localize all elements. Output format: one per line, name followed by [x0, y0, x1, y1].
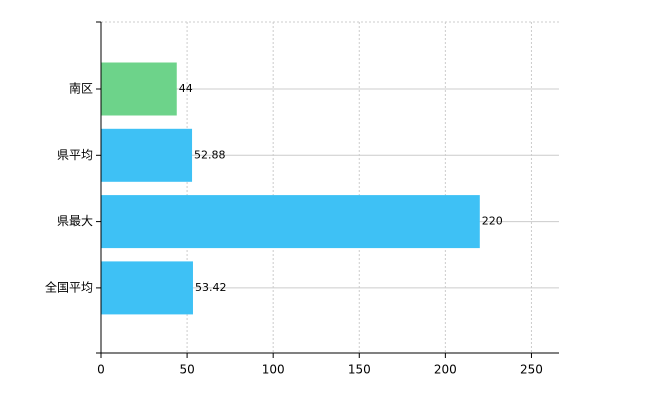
x-tick-label: 0	[97, 363, 105, 377]
bar	[101, 62, 177, 116]
x-tick-label: 200	[434, 363, 457, 377]
y-tick-label: 全国平均	[45, 279, 93, 294]
value-label: 52.88	[194, 148, 226, 161]
bar	[101, 261, 193, 315]
bar	[101, 128, 193, 182]
x-tick-label: 150	[348, 363, 371, 377]
value-label: 44	[179, 82, 193, 95]
x-tick-label: 250	[520, 363, 543, 377]
x-tick-label: 50	[179, 363, 194, 377]
y-tick-label: 南区	[69, 81, 93, 96]
x-tick-label: 100	[262, 363, 285, 377]
y-tick-label: 県平均	[57, 148, 93, 162]
y-tick-label: 県最大	[57, 214, 93, 228]
value-label: 53.42	[195, 281, 227, 294]
value-label: 220	[482, 215, 503, 228]
bar	[101, 195, 480, 249]
